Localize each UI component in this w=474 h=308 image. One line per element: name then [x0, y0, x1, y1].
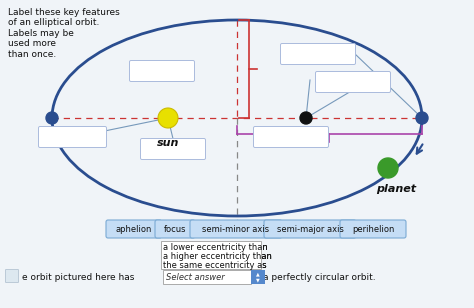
Circle shape: [378, 158, 398, 178]
Text: perihelion: perihelion: [352, 225, 394, 233]
FancyBboxPatch shape: [251, 270, 265, 284]
Text: a perfectly circular orbit.: a perfectly circular orbit.: [263, 274, 375, 282]
Text: aphelion: aphelion: [116, 225, 152, 233]
Text: sun: sun: [157, 138, 179, 148]
Text: focus: focus: [164, 225, 186, 233]
Circle shape: [46, 112, 58, 124]
FancyBboxPatch shape: [316, 71, 391, 92]
FancyBboxPatch shape: [38, 127, 107, 148]
Circle shape: [158, 108, 178, 128]
Text: semi-minor axis: semi-minor axis: [202, 225, 270, 233]
Text: a lower eccentricity than: a lower eccentricity than: [163, 243, 268, 252]
FancyBboxPatch shape: [163, 270, 251, 284]
FancyBboxPatch shape: [6, 270, 18, 282]
Text: planet: planet: [376, 184, 416, 194]
Text: ▲
▼: ▲ ▼: [256, 272, 260, 282]
FancyBboxPatch shape: [264, 220, 356, 238]
Text: the same eccentricity as: the same eccentricity as: [163, 261, 266, 270]
FancyBboxPatch shape: [161, 241, 261, 269]
Text: Label these key features
of an elliptical orbit.
Labels may be
used more
than on: Label these key features of an elliptica…: [8, 8, 120, 59]
Text: a higher eccentricity than: a higher eccentricity than: [163, 252, 272, 261]
Text: e orbit pictured here has: e orbit pictured here has: [22, 274, 134, 282]
Text: a higher eccentricity than: a higher eccentricity than: [163, 252, 272, 261]
FancyBboxPatch shape: [281, 43, 356, 64]
FancyBboxPatch shape: [254, 127, 328, 148]
FancyBboxPatch shape: [140, 139, 206, 160]
FancyBboxPatch shape: [129, 60, 194, 82]
Text: semi-major axis: semi-major axis: [276, 225, 344, 233]
Text: the same eccentricity as: the same eccentricity as: [163, 261, 266, 270]
Text: Select answer: Select answer: [166, 273, 225, 282]
FancyBboxPatch shape: [106, 220, 162, 238]
Circle shape: [300, 112, 312, 124]
Circle shape: [416, 112, 428, 124]
FancyBboxPatch shape: [155, 220, 195, 238]
FancyBboxPatch shape: [190, 220, 282, 238]
Text: a lower eccentricity than: a lower eccentricity than: [163, 243, 268, 252]
FancyBboxPatch shape: [340, 220, 406, 238]
